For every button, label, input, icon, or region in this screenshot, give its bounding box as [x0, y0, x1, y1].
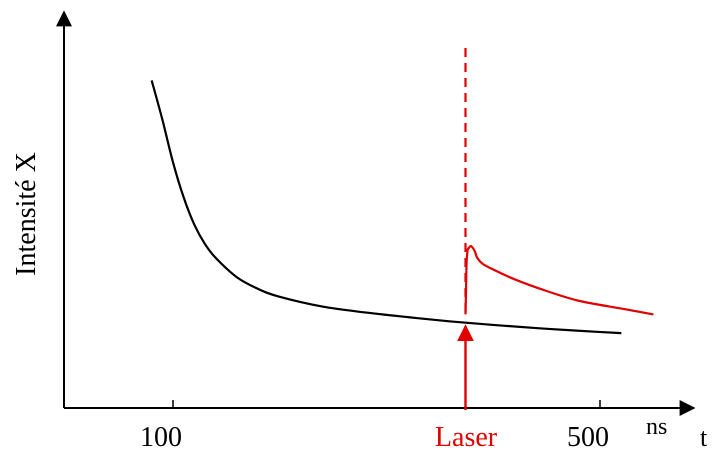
x-tick-label-1: 500 [567, 422, 609, 450]
x-ticks: 100 500 [140, 400, 609, 450]
y-axis-label: Intensité X [11, 152, 42, 276]
x-tick-label-0: 100 [140, 422, 182, 450]
x-unit-label: ns [646, 414, 667, 440]
series-layer [150, 80, 654, 335]
x-axis-label: t [700, 423, 708, 450]
series-line-1 [464, 245, 654, 316]
laser-label: Laser [435, 422, 498, 450]
series-line-0 [150, 80, 622, 335]
